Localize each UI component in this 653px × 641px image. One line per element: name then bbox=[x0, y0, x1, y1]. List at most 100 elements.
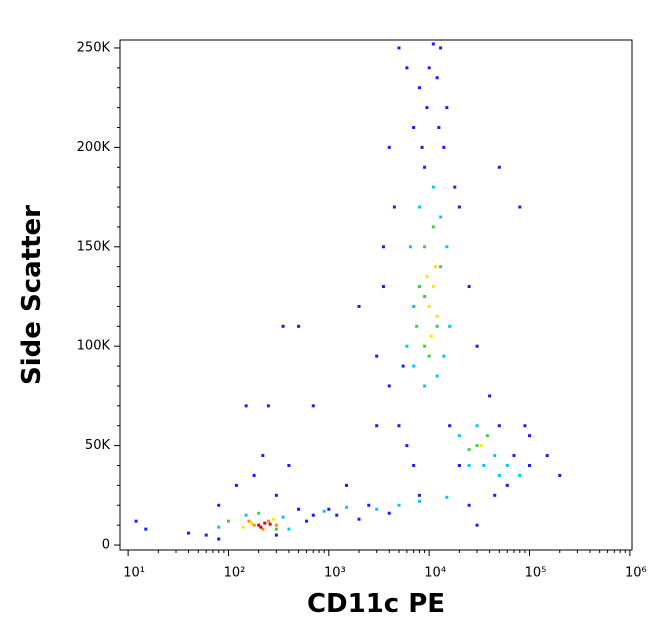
point bbox=[437, 125, 441, 129]
point bbox=[545, 454, 549, 458]
x-tick-label: 10⁴ bbox=[424, 566, 446, 581]
point bbox=[435, 374, 439, 378]
point bbox=[259, 525, 263, 529]
point bbox=[244, 513, 248, 517]
point bbox=[327, 507, 331, 511]
x-tick-label: 10¹ bbox=[123, 566, 145, 581]
point bbox=[412, 364, 416, 368]
point bbox=[357, 304, 361, 308]
point bbox=[241, 525, 245, 529]
point bbox=[405, 344, 409, 348]
point bbox=[429, 334, 433, 338]
plot-frame bbox=[119, 39, 633, 551]
x-tick-label: 10⁶ bbox=[625, 566, 647, 581]
point bbox=[467, 285, 471, 289]
point bbox=[335, 513, 339, 517]
y-tick-label: 200K bbox=[77, 140, 111, 155]
point bbox=[252, 473, 256, 477]
point bbox=[439, 265, 443, 269]
point bbox=[479, 444, 483, 448]
point bbox=[412, 304, 416, 308]
point bbox=[217, 537, 221, 541]
point bbox=[475, 523, 479, 527]
point bbox=[493, 454, 497, 458]
point bbox=[431, 42, 435, 46]
point bbox=[433, 265, 437, 269]
point bbox=[268, 522, 272, 526]
point bbox=[387, 511, 391, 515]
point bbox=[425, 106, 429, 110]
point bbox=[375, 424, 379, 428]
point bbox=[558, 473, 562, 477]
point bbox=[287, 463, 291, 467]
point bbox=[475, 424, 479, 428]
point bbox=[375, 507, 379, 511]
x-axis-title: CD11c PE bbox=[307, 589, 445, 619]
point bbox=[423, 245, 427, 249]
point bbox=[423, 165, 427, 169]
point bbox=[344, 483, 348, 487]
point bbox=[134, 519, 138, 523]
point bbox=[266, 404, 270, 408]
point bbox=[417, 86, 421, 90]
point bbox=[244, 404, 248, 408]
y-tick-label: 150K bbox=[77, 239, 111, 254]
point bbox=[281, 324, 285, 328]
point bbox=[217, 525, 221, 529]
point bbox=[257, 511, 261, 515]
point bbox=[497, 473, 501, 477]
point bbox=[417, 205, 421, 209]
point bbox=[261, 454, 265, 458]
point bbox=[417, 493, 421, 497]
point bbox=[439, 46, 443, 50]
x-tick-label: 10³ bbox=[324, 566, 346, 581]
point bbox=[435, 314, 439, 318]
point bbox=[420, 145, 424, 149]
point bbox=[401, 364, 405, 368]
point bbox=[423, 344, 427, 348]
point bbox=[247, 519, 251, 523]
point bbox=[467, 448, 471, 452]
point bbox=[435, 324, 439, 328]
point bbox=[274, 527, 278, 531]
point bbox=[408, 245, 412, 249]
point bbox=[523, 424, 527, 428]
point bbox=[448, 424, 452, 428]
y-tick-label: 0 bbox=[102, 538, 110, 553]
point bbox=[226, 519, 230, 523]
point bbox=[423, 384, 427, 388]
point bbox=[412, 463, 416, 467]
point bbox=[266, 519, 270, 523]
point bbox=[311, 404, 315, 408]
point bbox=[397, 424, 401, 428]
y-tick-label: 50K bbox=[85, 438, 111, 453]
point bbox=[257, 523, 261, 527]
point bbox=[467, 463, 471, 467]
point bbox=[505, 483, 509, 487]
point bbox=[453, 185, 457, 189]
point bbox=[274, 533, 278, 537]
point bbox=[144, 527, 148, 531]
point bbox=[415, 324, 419, 328]
point bbox=[431, 225, 435, 229]
point bbox=[187, 531, 191, 535]
point bbox=[439, 215, 443, 219]
point bbox=[445, 106, 449, 110]
point bbox=[488, 394, 492, 398]
point bbox=[311, 513, 315, 517]
point bbox=[457, 434, 461, 438]
point bbox=[505, 463, 509, 467]
point bbox=[387, 145, 391, 149]
point bbox=[252, 523, 256, 527]
point bbox=[392, 205, 396, 209]
point bbox=[431, 185, 435, 189]
point bbox=[281, 515, 285, 519]
point bbox=[528, 434, 532, 438]
point bbox=[417, 499, 421, 503]
point bbox=[457, 205, 461, 209]
point bbox=[497, 424, 501, 428]
point bbox=[412, 125, 416, 129]
point bbox=[518, 205, 522, 209]
point bbox=[448, 324, 452, 328]
